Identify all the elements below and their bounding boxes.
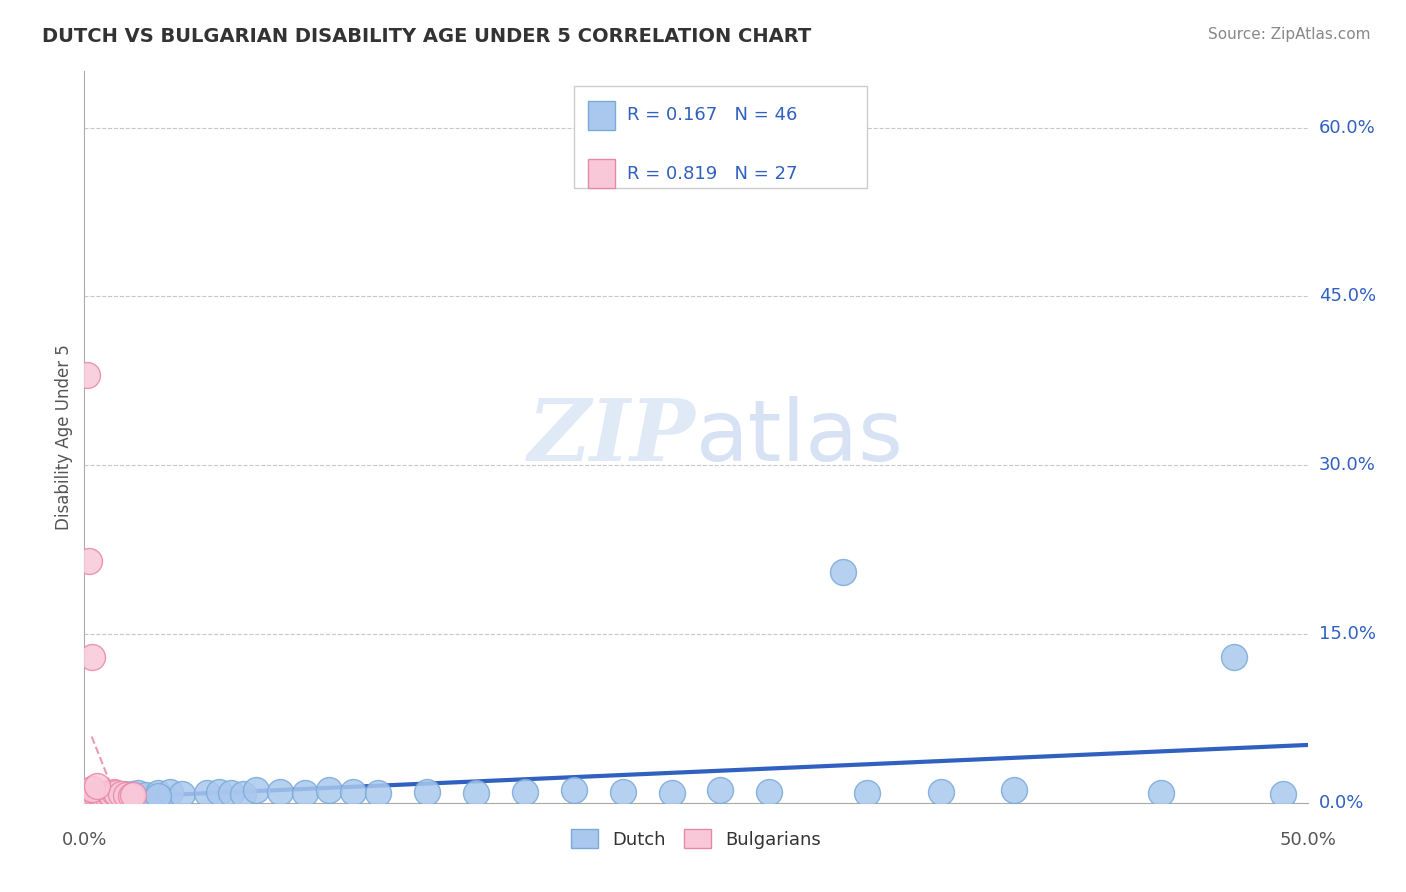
- Point: [83, 790, 105, 805]
- Point: [367, 786, 389, 800]
- Point: [103, 788, 125, 802]
- Point: [76, 790, 98, 805]
- Point: [93, 789, 115, 803]
- Point: [77, 791, 100, 805]
- Point: [112, 787, 135, 801]
- Point: [245, 783, 267, 797]
- Text: 50.0%: 50.0%: [1279, 830, 1336, 848]
- Point: [146, 789, 169, 803]
- FancyBboxPatch shape: [588, 159, 616, 188]
- Point: [100, 787, 122, 801]
- Point: [93, 788, 115, 802]
- Point: [127, 786, 149, 800]
- Point: [208, 784, 231, 798]
- Point: [122, 788, 145, 802]
- Point: [831, 565, 853, 579]
- Point: [97, 786, 120, 800]
- Point: [107, 789, 129, 803]
- Text: 0.0%: 0.0%: [62, 830, 107, 848]
- Point: [318, 783, 340, 797]
- Point: [117, 788, 139, 802]
- Text: R = 0.819   N = 27: R = 0.819 N = 27: [627, 165, 799, 183]
- Point: [87, 787, 110, 801]
- Point: [97, 787, 120, 801]
- Point: [86, 789, 108, 803]
- Point: [90, 788, 112, 802]
- Point: [80, 782, 103, 797]
- Point: [1272, 787, 1295, 801]
- Text: DUTCH VS BULGARIAN DISABILITY AGE UNDER 5 CORRELATION CHART: DUTCH VS BULGARIAN DISABILITY AGE UNDER …: [42, 27, 811, 45]
- Point: [83, 790, 105, 805]
- Point: [86, 788, 108, 802]
- Point: [110, 787, 132, 801]
- Point: [219, 786, 242, 800]
- Point: [90, 789, 112, 803]
- Point: [83, 790, 105, 805]
- Point: [464, 786, 486, 800]
- Point: [159, 784, 181, 798]
- Text: 30.0%: 30.0%: [1319, 456, 1375, 475]
- Y-axis label: Disability Age Under 5: Disability Age Under 5: [55, 344, 73, 530]
- Point: [172, 787, 194, 801]
- Point: [709, 783, 731, 797]
- Point: [612, 784, 634, 798]
- Point: [80, 789, 103, 803]
- Point: [86, 788, 108, 802]
- Point: [661, 786, 683, 800]
- Point: [90, 790, 112, 805]
- Point: [1002, 783, 1025, 797]
- FancyBboxPatch shape: [588, 101, 616, 130]
- Point: [513, 784, 536, 798]
- Point: [929, 784, 952, 798]
- Point: [758, 784, 780, 798]
- Point: [135, 788, 157, 802]
- Point: [76, 368, 98, 383]
- Text: 45.0%: 45.0%: [1319, 287, 1376, 305]
- Point: [1150, 786, 1173, 800]
- Point: [76, 790, 98, 805]
- Point: [93, 787, 115, 801]
- Point: [122, 787, 145, 801]
- Point: [115, 788, 138, 802]
- Point: [77, 791, 100, 805]
- Text: Source: ZipAtlas.com: Source: ZipAtlas.com: [1208, 27, 1371, 42]
- Point: [80, 789, 103, 803]
- Point: [269, 784, 291, 798]
- Point: [342, 784, 364, 798]
- Text: atlas: atlas: [696, 395, 904, 479]
- Point: [96, 789, 118, 803]
- Point: [77, 554, 100, 568]
- Point: [232, 787, 254, 801]
- Point: [146, 786, 169, 800]
- Point: [562, 783, 585, 797]
- Text: ZIP: ZIP: [529, 395, 696, 479]
- Point: [86, 779, 108, 793]
- Point: [87, 789, 110, 803]
- Point: [80, 649, 103, 664]
- Point: [105, 786, 128, 800]
- Point: [103, 784, 125, 798]
- Point: [294, 786, 316, 800]
- Point: [87, 788, 110, 802]
- Legend: Dutch, Bulgarians: Dutch, Bulgarians: [564, 822, 828, 856]
- Point: [195, 786, 218, 800]
- Text: R = 0.167   N = 46: R = 0.167 N = 46: [627, 106, 797, 124]
- Text: 0.0%: 0.0%: [1319, 794, 1364, 812]
- Point: [96, 787, 118, 801]
- Text: 15.0%: 15.0%: [1319, 625, 1375, 643]
- Text: 60.0%: 60.0%: [1319, 119, 1375, 136]
- Point: [856, 786, 879, 800]
- Point: [1223, 649, 1246, 664]
- Point: [120, 789, 142, 803]
- Point: [416, 784, 439, 798]
- FancyBboxPatch shape: [574, 86, 868, 188]
